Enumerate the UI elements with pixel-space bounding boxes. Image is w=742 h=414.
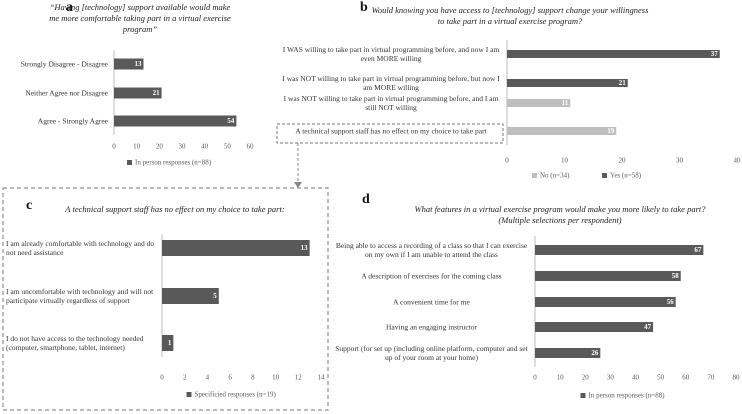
x-tick-label: 6 (228, 374, 232, 382)
legend-label: Specificied responses (n=19) (195, 391, 277, 399)
value-label: 5 (213, 292, 217, 300)
bar (114, 58, 144, 70)
x-tick-label: 30 (676, 157, 684, 165)
panel-title: Would knowing you have access to [techno… (371, 5, 649, 26)
value-label: 19 (607, 127, 615, 135)
value-label: 56 (667, 298, 675, 306)
x-tick-label: 10 (561, 157, 569, 165)
category-label: Agree - Strongly Agree (37, 116, 108, 126)
category-label: Strongly Disagree - Disagree (20, 59, 108, 69)
x-tick-label: 20 (619, 157, 627, 165)
legend-label: No (n=34) (540, 172, 570, 180)
panel-label: a (66, 0, 73, 15)
x-tick-label: 10 (133, 143, 141, 151)
value-label: 21 (619, 79, 627, 87)
category-label: Support (for set up (including online pl… (335, 344, 528, 362)
legend-label: In person responses (n=88) (589, 392, 666, 400)
x-tick-label: 10 (272, 374, 280, 382)
x-tick-label: 20 (582, 374, 590, 382)
legend-swatch (580, 393, 586, 398)
bar (162, 335, 174, 351)
panel-box (2, 187, 329, 411)
category-label: Having an engaging instructor (385, 322, 478, 332)
value-label: 13 (134, 60, 142, 68)
x-tick-label: 40 (632, 374, 640, 382)
x-tick-label: 40 (734, 157, 742, 165)
x-tick-label: 2 (183, 374, 187, 382)
category-label: A description of exercises for the comin… (361, 271, 502, 281)
x-tick-label: 0 (112, 143, 116, 151)
x-tick-label: 10 (557, 374, 565, 382)
bar (507, 50, 720, 58)
x-tick-label: 8 (251, 374, 255, 382)
value-label: 1 (168, 339, 172, 347)
bar (162, 240, 310, 256)
arrow-head (294, 182, 302, 188)
legend-label: Yes (n=58) (610, 172, 642, 180)
legend-swatch (602, 173, 607, 178)
panel-title: “Having [technology] support available w… (49, 2, 231, 34)
category-label: Neither Agree nor Disagree (25, 88, 108, 98)
highlight-box (276, 123, 504, 144)
bar (114, 115, 237, 127)
value-label: 37 (711, 50, 719, 58)
category-label: I am already comfortable with technology… (6, 239, 155, 257)
x-tick-label: 30 (179, 143, 187, 151)
bar (535, 322, 654, 332)
category-label: A technical support staff has no effect … (295, 126, 487, 136)
x-tick-label: 12 (295, 374, 303, 382)
panel-title: A technical support staff has no effect … (65, 204, 285, 214)
panel-label: d (362, 192, 370, 207)
x-tick-label: 50 (657, 374, 665, 382)
category-label: I WAS willing to take part in virtual pr… (282, 45, 500, 63)
bar (535, 297, 676, 307)
category-label: I am uncomfortable with technology and w… (6, 287, 154, 305)
x-tick-label: 0 (160, 374, 164, 382)
value-label: 13 (301, 244, 309, 252)
x-tick-label: 40 (201, 143, 209, 151)
legend-swatch (186, 392, 192, 397)
x-tick-label: 0 (533, 374, 537, 382)
x-tick-label: 30 (607, 374, 615, 382)
x-tick-label: 14 (318, 374, 326, 382)
x-tick-label: 0 (505, 157, 509, 165)
bar (507, 79, 628, 87)
bar (535, 348, 601, 358)
value-label: 26 (591, 349, 599, 357)
category-label: I do not have access to the technology n… (6, 334, 144, 352)
x-tick-label: 80 (733, 374, 741, 382)
category-label: I was NOT willing to take part in virtua… (282, 74, 500, 92)
panel-title: What features in a virtual exercise prog… (414, 204, 706, 225)
x-tick-label: 50 (224, 143, 232, 151)
bar (114, 87, 162, 99)
bar (507, 99, 571, 107)
panel-label: b (360, 0, 368, 15)
value-label: 11 (562, 99, 569, 107)
bar (507, 127, 617, 135)
bar (162, 288, 219, 304)
bar (535, 245, 704, 255)
category-label: Being able to access a recording of a cl… (335, 241, 528, 259)
x-tick-label: 20 (156, 143, 164, 151)
x-tick-label: 60 (247, 143, 255, 151)
value-label: 47 (644, 323, 652, 331)
category-label: I was NOT willing to take part in virtua… (283, 94, 499, 112)
value-label: 54 (227, 117, 235, 125)
legend-swatch (532, 173, 537, 178)
legend-swatch (127, 160, 132, 165)
panel-label: c (26, 198, 33, 213)
x-tick-label: 60 (682, 374, 690, 382)
x-tick-label: 70 (707, 374, 715, 382)
value-label: 58 (672, 272, 680, 280)
bar (535, 271, 681, 281)
category-label: A convenient time for me (393, 297, 470, 307)
x-tick-label: 4 (206, 374, 210, 382)
legend-label: In person responses (n=88) (135, 159, 212, 167)
value-label: 21 (153, 89, 161, 97)
value-label: 67 (694, 246, 702, 254)
